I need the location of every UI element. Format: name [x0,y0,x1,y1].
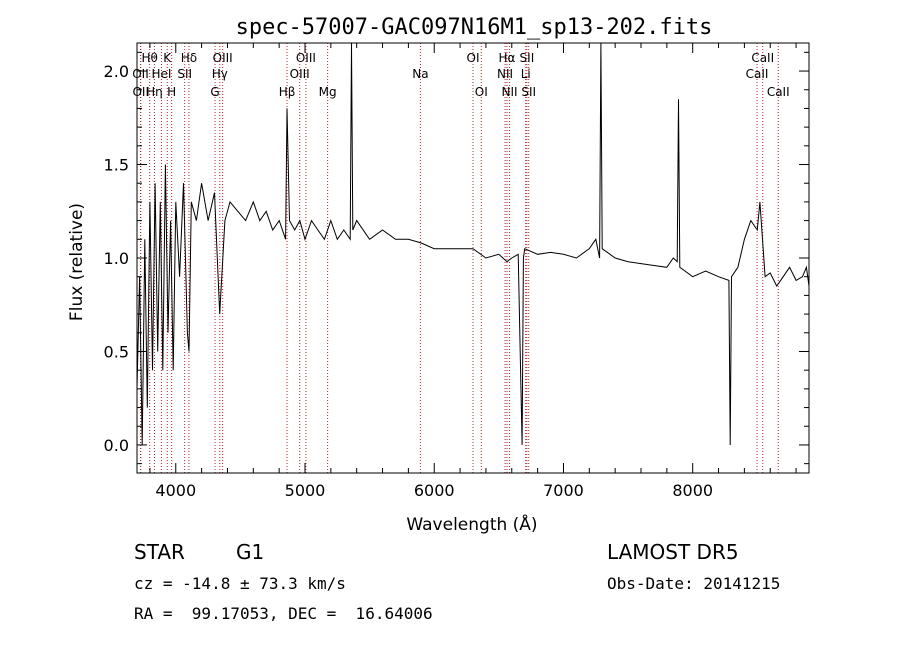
x-tick-label: 7000 [543,481,584,500]
chart-title: spec-57007-GAC097N16M1_sp13-202.fits [236,15,713,40]
marker-label: OIII [213,51,233,65]
x-tick-label: 8000 [672,481,713,500]
y-tick-label: 2.0 [104,62,129,81]
x-tick-label: 5000 [285,481,326,500]
line-markers [139,43,779,473]
line-marker-labels: Hθ K Hδ OIII OIII OI Hα SII CaII OII HeI SII Hγ OIII N… [132,51,789,99]
marker-label: OII [132,67,149,81]
marker-label: Hθ [141,51,157,65]
y-tick-label: 1.5 [104,156,129,175]
plot-frame [136,42,810,474]
marker-label: Na [412,67,428,81]
marker-label: SII [521,85,536,99]
object-class: STAR [134,540,185,564]
ra-dec-coordinates: RA = 99.17053, DEC = 16.64006 [134,604,433,623]
spectrum-series [136,42,810,446]
marker-label: OIII [296,51,316,65]
marker-label: OI [475,85,488,99]
marker-label: CaII [746,67,769,81]
marker-label: SII [520,51,535,65]
x-axis-label: Wavelength (Å) [406,513,537,535]
marker-label: SII [177,67,192,81]
object-subclass: G1 [236,540,265,564]
marker-label: CaII [767,85,790,99]
marker-label: Hα [499,51,516,65]
x-tick-label: 6000 [414,481,455,500]
x-tick-label: 4000 [155,481,196,500]
redshift-cz: cz = -14.8 ± 73.3 km/s [134,574,346,593]
axes: 4000 5000 6000 7000 8000 0.0 0.5 1.0 1.5 2.0 [104,43,809,500]
y-tick-label: 0.0 [104,436,129,455]
marker-label: NII [497,67,513,81]
marker-label: NII [502,85,518,99]
marker-label: Li [521,67,531,81]
marker-label: K [163,51,172,65]
marker-label: CaII [751,51,774,65]
marker-label: OII [132,85,149,99]
y-tick-label: 0.5 [104,342,129,361]
marker-label: OI [467,51,480,65]
marker-label: Hδ [181,51,197,65]
y-tick-label: 1.0 [104,249,129,268]
marker-label: HeI [151,67,171,81]
marker-label: Hγ [212,67,228,81]
marker-label: Hη [146,85,163,99]
y-axis-label: Flux (relative) [67,203,87,321]
observation-date: Obs-Date: 20141215 [607,574,781,593]
marker-label: H [167,85,176,99]
marker-label: G [210,85,219,99]
spectrum-line [136,42,810,446]
marker-label: Mg [319,85,337,99]
marker-label: OIII [290,67,310,81]
survey-name: LAMOST DR5 [607,540,739,564]
marker-label: Hβ [279,85,296,99]
